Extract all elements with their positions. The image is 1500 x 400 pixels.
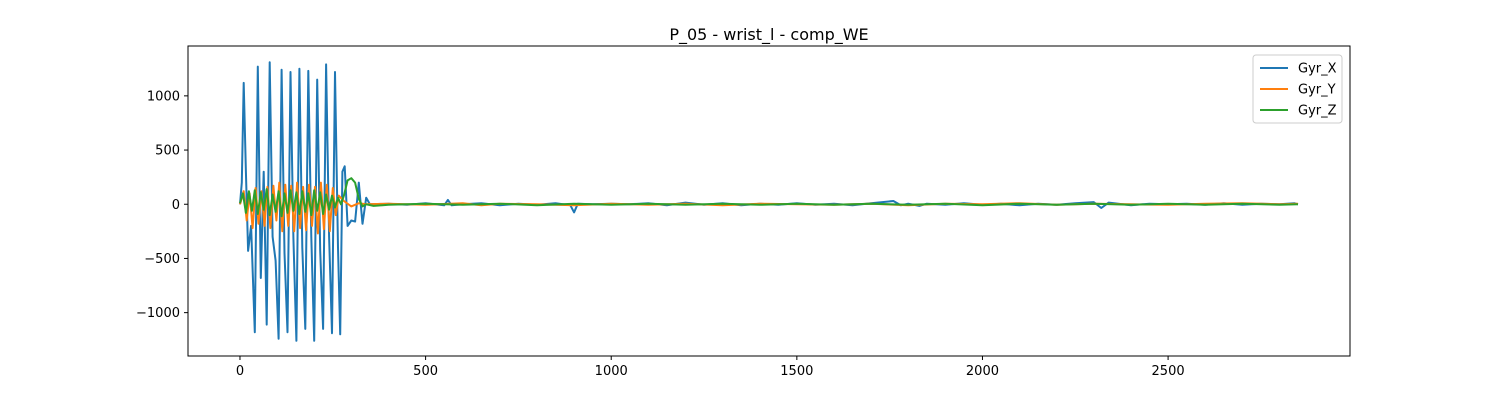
series-line-gyr-z <box>239 177 1299 218</box>
x-tick-label: 1500 <box>780 364 813 379</box>
x-tick-label: 2000 <box>966 364 999 379</box>
y-tick-label: 0 <box>172 198 180 213</box>
legend-label: Gyr_Z <box>1298 104 1337 119</box>
chart-title: P_05 - wrist_l - comp_WE <box>669 25 868 45</box>
y-tick-label: 500 <box>155 144 180 159</box>
y-tick-label: 1000 <box>147 89 180 104</box>
x-tick-label: 0 <box>236 364 244 379</box>
legend-label: Gyr_X <box>1298 62 1337 77</box>
legend-label: Gyr_Y <box>1298 83 1336 98</box>
series-layer <box>239 61 1299 342</box>
y-tick-label: −1000 <box>136 306 180 321</box>
y-tick-label: −500 <box>144 252 180 267</box>
x-tick-label: 500 <box>413 364 438 379</box>
x-tick-label: 1000 <box>595 364 628 379</box>
x-tick-label: 2500 <box>1152 364 1185 379</box>
legend: Gyr_X Gyr_Y Gyr_Z <box>1252 54 1343 124</box>
plot-frame <box>187 45 1351 357</box>
plot-area <box>187 45 1351 357</box>
x-axis: 0 500 1000 1500 2000 2500 <box>236 356 1185 379</box>
y-axis: −1000 −500 0 500 1000 <box>136 89 188 321</box>
legend-box <box>1252 54 1343 124</box>
